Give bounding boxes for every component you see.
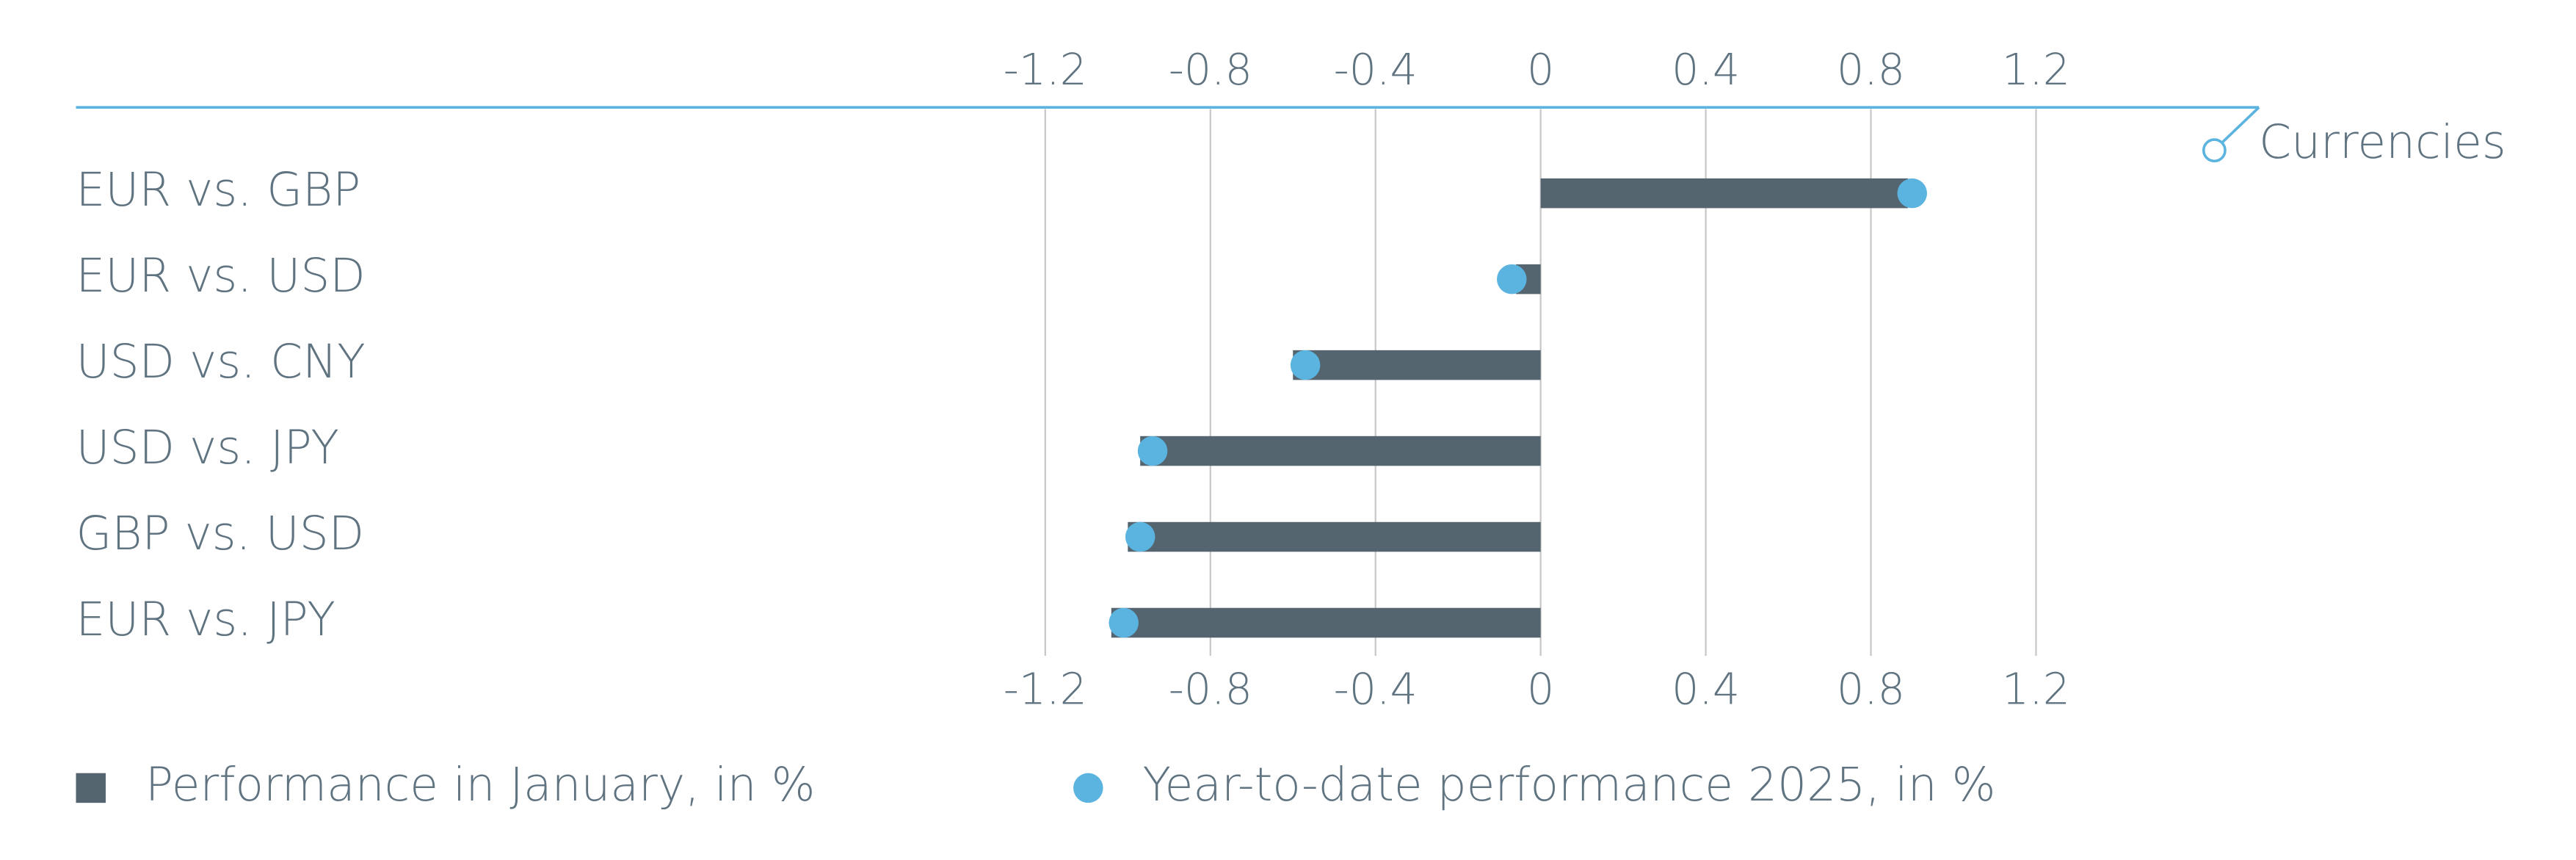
bar xyxy=(1540,178,1909,209)
x-tick-label: -1.2 xyxy=(1004,664,1087,714)
x-tick-label: 0.4 xyxy=(1672,45,1740,95)
category-label: USD vs. JPY xyxy=(76,421,338,474)
bar xyxy=(1111,607,1541,638)
category-label: GBP vs. USD xyxy=(76,507,364,560)
legend-label: Performance in January, in % xyxy=(145,758,815,812)
x-tick-label: 0 xyxy=(1527,45,1554,95)
x-tick-label: 0.8 xyxy=(1837,45,1905,95)
bar xyxy=(1293,350,1541,380)
dot xyxy=(1109,607,1139,638)
dot xyxy=(1125,521,1155,552)
category-label: EUR vs. GBP xyxy=(76,163,360,217)
x-tick-label: 0 xyxy=(1527,664,1554,714)
dot xyxy=(1897,178,1927,209)
axis-connector xyxy=(2221,106,2260,143)
x-tick-label: -0.4 xyxy=(1334,45,1418,95)
legend-label: Year-to-date performance 2025, in % xyxy=(1143,758,1996,812)
bar xyxy=(1128,521,1541,552)
dot xyxy=(1137,436,1168,466)
axis-knob xyxy=(2202,138,2227,163)
dot xyxy=(1290,350,1321,380)
x-tick-label: -0.8 xyxy=(1169,664,1252,714)
x-tick-label: 1.2 xyxy=(2002,45,2070,95)
x-tick-label: 1.2 xyxy=(2002,664,2070,714)
x-tick-label: 0.8 xyxy=(1837,664,1905,714)
x-tick-label: -0.4 xyxy=(1334,664,1418,714)
legend-swatch xyxy=(76,773,106,803)
x-tick-label: -0.8 xyxy=(1169,45,1252,95)
category-label: EUR vs. USD xyxy=(76,249,365,303)
x-tick-label: -1.2 xyxy=(1004,45,1087,95)
category-label: USD vs. CNY xyxy=(76,335,365,389)
panel-label: Currencies xyxy=(2259,115,2506,169)
x-tick-label: 0.4 xyxy=(1672,664,1740,714)
category-label: EUR vs. JPY xyxy=(76,593,335,646)
legend-swatch xyxy=(1073,773,1103,803)
bar xyxy=(1140,436,1541,466)
dot xyxy=(1497,264,1527,295)
